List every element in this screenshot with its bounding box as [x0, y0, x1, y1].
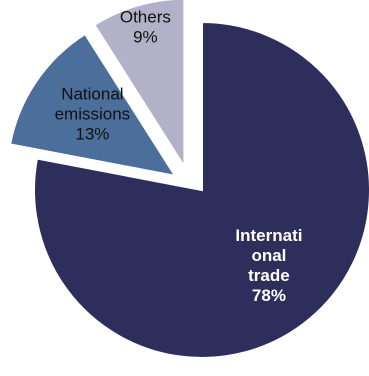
slice-name-line: onal: [251, 246, 286, 265]
slice-percentage: 13%: [75, 125, 109, 144]
pie-slice: [93, 0, 186, 171]
pie-slice: [33, 20, 369, 359]
slice-name-line: trade: [248, 266, 290, 285]
slice-label: Others 9%: [120, 7, 171, 46]
slice-percentage: 9%: [133, 27, 158, 46]
slice-name-line: Others: [120, 7, 171, 26]
slice-name-line: Internati: [235, 226, 302, 245]
slice-name-line: emissions: [55, 105, 131, 124]
pie-slice: [8, 32, 178, 178]
slice-label: National emissions 13%: [55, 85, 131, 144]
slice-label: Internati onal trade 78%: [235, 226, 302, 305]
slice-name-line: National: [61, 85, 123, 104]
slice-percentage: 78%: [252, 286, 286, 305]
pie-slices: [8, 0, 369, 359]
pie-labels: Internati onal trade 78% National emissions 13…: [55, 7, 303, 305]
